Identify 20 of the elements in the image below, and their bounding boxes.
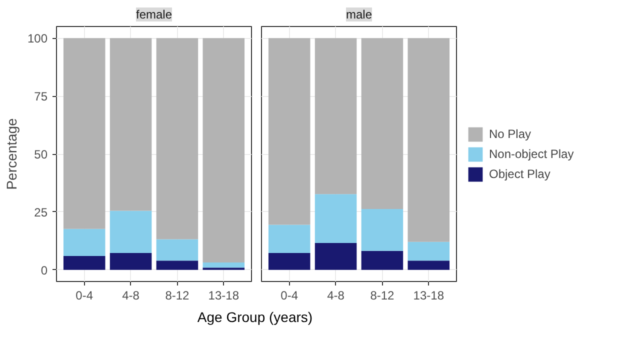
legend-label: Non-object Play [489, 146, 574, 160]
y-axis-title: Percentage [3, 118, 20, 190]
chart-title: male [346, 8, 372, 22]
chart-title: female [136, 8, 172, 22]
x-tick-label: 13-18 [413, 288, 444, 302]
x-tick-label: 0-4 [76, 288, 94, 302]
y-tick-label: 25 [34, 205, 48, 220]
legend-label: No Play [489, 126, 532, 140]
y-tick-label: 100 [27, 32, 48, 46]
x-tick-label: 8-12 [370, 288, 395, 302]
y-tick-label: 75 [34, 90, 48, 104]
y-tick-label: 0 [40, 263, 48, 278]
x-tick-label: 4-8 [122, 288, 140, 302]
y-tick-label: 50 [34, 148, 48, 162]
x-tick-label: 0-4 [280, 288, 298, 302]
x-tick-label: 8-12 [165, 288, 190, 302]
x-tick-label: 4-8 [327, 288, 345, 302]
x-tick-label: 13-18 [208, 288, 240, 302]
legend-label: Object Play [489, 166, 550, 180]
x-axis-title: Age Group (years) [197, 308, 313, 327]
